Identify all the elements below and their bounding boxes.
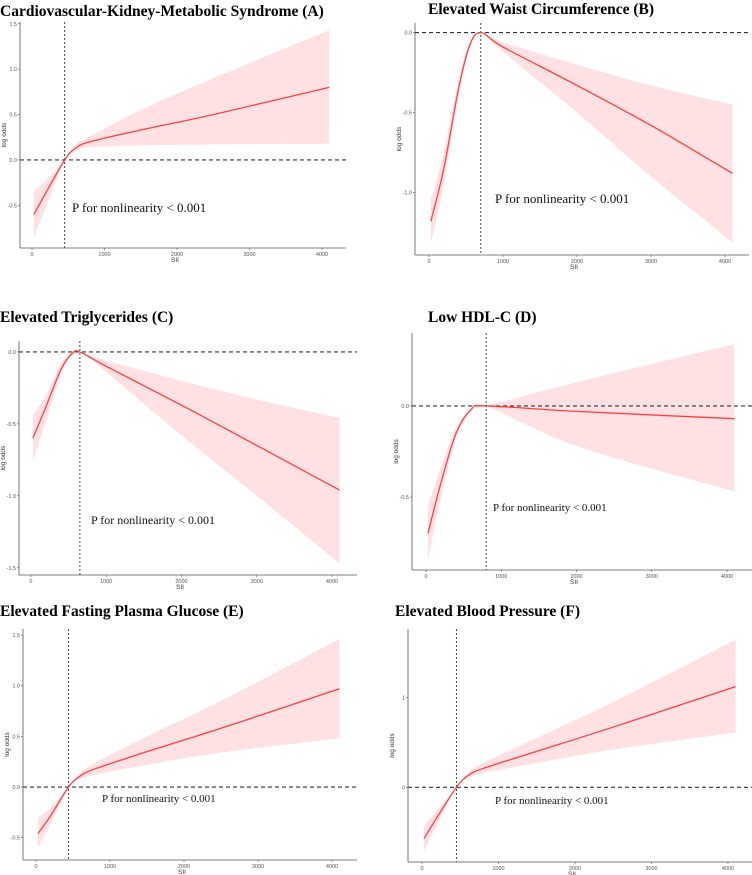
fitted-curve bbox=[427, 405, 735, 534]
y-tick-label: 1.5 bbox=[12, 633, 20, 639]
nonlinearity-annotation: P for nonlinearity < 0.001 bbox=[72, 200, 206, 215]
x-tick-label: 2000 bbox=[570, 574, 582, 580]
x-tick-label: 1000 bbox=[100, 579, 112, 585]
x-tick-label: 3000 bbox=[645, 866, 657, 872]
x-tick-label: 4000 bbox=[326, 579, 338, 585]
confidence-band bbox=[427, 343, 735, 561]
x-axis-label: SII bbox=[568, 871, 576, 875]
panel-A: Cardiovascular-Kidney-Metabolic Syndrome… bbox=[0, 3, 346, 264]
x-tick-label: 3000 bbox=[251, 579, 263, 585]
y-tick-label: 0.0 bbox=[404, 31, 412, 37]
y-tick-label: 1 bbox=[402, 695, 405, 701]
x-tick-label: 3000 bbox=[646, 574, 658, 580]
panel-title: Low HDL-C (D) bbox=[428, 309, 537, 326]
y-tick-label: -0.5 bbox=[8, 203, 17, 209]
y-tick-label: -0.5 bbox=[7, 422, 16, 428]
panel-title: Elevated Blood Pressure (F) bbox=[395, 603, 580, 620]
x-tick-label: 1000 bbox=[492, 866, 504, 872]
x-tick-label: 4000 bbox=[721, 574, 733, 580]
y-tick-label: 1.0 bbox=[12, 684, 20, 690]
y-axis-label: log odds bbox=[4, 731, 11, 756]
y-tick-label: 0.0 bbox=[8, 350, 16, 356]
y-tick-label: 0.0 bbox=[12, 785, 20, 791]
fitted-curve bbox=[33, 86, 330, 215]
y-tick-label: 1.0 bbox=[9, 67, 17, 73]
x-tick-label: 1000 bbox=[497, 259, 509, 265]
y-axis-label: log odds bbox=[0, 445, 7, 470]
x-tick-label: 0 bbox=[427, 259, 430, 265]
x-tick-label: 3000 bbox=[252, 864, 264, 870]
fitted-curve bbox=[32, 350, 340, 491]
y-tick-label: -0.5 bbox=[400, 495, 409, 501]
panel-title: Elevated Triglycerides (C) bbox=[0, 309, 173, 326]
panel-D: Low HDL-C (D) 0 1000 2000 3000 4000 -0.5 0.0 SII… bbox=[393, 309, 752, 586]
x-tick-label: 4000 bbox=[722, 866, 734, 872]
x-tick-label: 4000 bbox=[316, 252, 328, 258]
confidence-band bbox=[33, 30, 330, 238]
panel-title: Elevated Waist Circumference (B) bbox=[428, 1, 654, 18]
panel-C: Elevated Triglycerides (C) 0 1000 2000 3000 4… bbox=[0, 309, 357, 591]
panel-E: Elevated Fasting Plasma Glucose (E) 0 1000… bbox=[0, 603, 357, 875]
nonlinearity-annotation: P for nonlinearity < 0.001 bbox=[495, 191, 629, 206]
y-tick-label: 0.0 bbox=[9, 158, 17, 164]
x-tick-label: 0 bbox=[420, 866, 423, 872]
x-tick-label: 2000 bbox=[569, 866, 581, 872]
panel-title: Elevated Fasting Plasma Glucose (E) bbox=[0, 603, 244, 620]
panel-F: Elevated Blood Pressure (F) 0 1000 2000 3000… bbox=[389, 603, 752, 875]
confidence-band bbox=[423, 639, 736, 852]
y-tick-label: 1.5 bbox=[9, 22, 17, 28]
nonlinearity-annotation: P for nonlinearity < 0.001 bbox=[91, 513, 215, 527]
x-tick-label: 2000 bbox=[178, 864, 190, 870]
x-axis-label: SII bbox=[178, 869, 186, 875]
x-tick-label: 0 bbox=[34, 864, 37, 870]
y-axis-label: log odds bbox=[396, 126, 403, 151]
x-tick-label: 3000 bbox=[645, 259, 657, 265]
x-axis-label: SII bbox=[176, 584, 184, 591]
x-tick-label: 1000 bbox=[104, 864, 116, 870]
x-tick-label: 1000 bbox=[495, 574, 507, 580]
y-tick-label: -1.0 bbox=[403, 191, 412, 197]
panel-B: Elevated Waist Circumference (B) 0 1000 200… bbox=[396, 1, 749, 271]
fitted-curve bbox=[37, 688, 340, 835]
x-tick-label: 4000 bbox=[719, 259, 731, 265]
x-tick-label: 1000 bbox=[98, 252, 110, 258]
confidence-band bbox=[32, 350, 340, 564]
x-tick-label: 2000 bbox=[175, 579, 187, 585]
fitted-curve bbox=[423, 685, 736, 839]
x-tick-label: 0 bbox=[29, 579, 32, 585]
y-tick-label: -1.5 bbox=[7, 566, 16, 572]
x-tick-label: 2000 bbox=[171, 252, 183, 258]
x-tick-label: 4000 bbox=[326, 864, 338, 870]
y-axis-label: log odds bbox=[389, 732, 396, 757]
panel-title: Cardiovascular-Kidney-Metabolic Syndrome… bbox=[0, 3, 324, 20]
y-axis-label: log odds bbox=[1, 122, 8, 147]
y-tick-label: -1.0 bbox=[7, 494, 16, 500]
y-tick-label: -0.5 bbox=[11, 836, 20, 842]
fitted-curve bbox=[430, 31, 733, 222]
nonlinearity-annotation: P for nonlinearity < 0.001 bbox=[495, 795, 609, 807]
y-tick-label: 0.5 bbox=[12, 734, 20, 740]
nonlinearity-annotation: P for nonlinearity < 0.001 bbox=[102, 793, 216, 805]
x-tick-label: 3000 bbox=[243, 252, 255, 258]
y-axis-label: log odds bbox=[393, 438, 400, 463]
y-tick-label: -0.5 bbox=[403, 111, 412, 117]
x-tick-label: 2000 bbox=[571, 259, 583, 265]
x-axis-label: SII bbox=[570, 264, 578, 271]
confidence-band bbox=[430, 32, 733, 244]
x-tick-label: 0 bbox=[424, 574, 427, 580]
x-tick-label: 0 bbox=[31, 252, 34, 258]
confidence-band bbox=[37, 639, 340, 848]
y-tick-label: 0.5 bbox=[9, 113, 17, 119]
x-axis-label: SII bbox=[171, 257, 179, 264]
y-tick-label: 0 bbox=[402, 785, 405, 791]
x-axis-label: SII bbox=[570, 579, 578, 586]
nonlinearity-annotation: P for nonlinearity < 0.001 bbox=[493, 502, 607, 514]
y-tick-label: 0.0 bbox=[401, 404, 409, 410]
